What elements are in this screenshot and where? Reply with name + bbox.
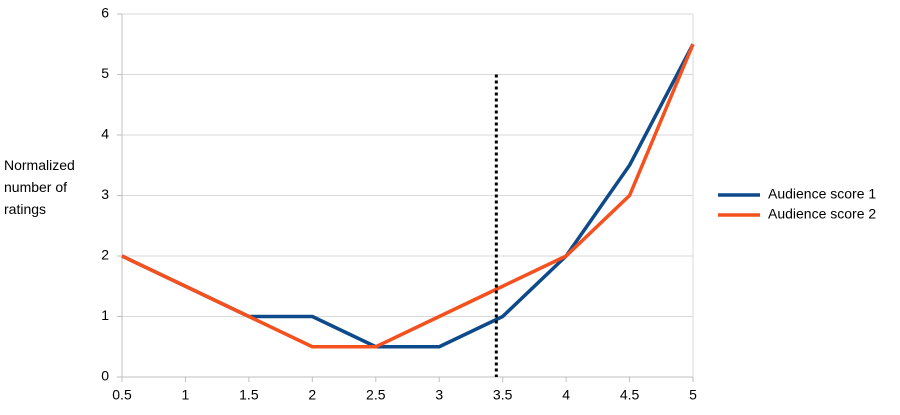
x-tick-label: 3 xyxy=(435,387,443,403)
y-tick-label: 1 xyxy=(101,307,109,323)
y-tick-label: 2 xyxy=(101,247,109,263)
y-axis-label: Normalized number of ratings xyxy=(4,157,75,217)
x-tick-label: 4.5 xyxy=(620,387,640,403)
x-tick-label: 5 xyxy=(689,387,697,403)
y-tick-label: 6 xyxy=(101,5,109,21)
x-tick-label: 0.5 xyxy=(112,387,132,403)
x-tick-label: 2.5 xyxy=(366,387,386,403)
legend-label: Audience score 1 xyxy=(768,186,876,202)
y-tick-label: 3 xyxy=(101,186,109,202)
x-tick-label: 1 xyxy=(182,387,190,403)
legend-label: Audience score 2 xyxy=(768,206,876,222)
series-line xyxy=(121,43,695,349)
y-tick-label: 4 xyxy=(101,126,109,142)
y-tick-label: 5 xyxy=(101,65,109,81)
x-tick-label: 1.5 xyxy=(239,387,259,403)
x-tick-label: 3.5 xyxy=(493,387,513,403)
x-tick-label: 2 xyxy=(308,387,316,403)
x-tick-label: 4 xyxy=(562,387,570,403)
y-tick-label: 0 xyxy=(101,368,109,384)
